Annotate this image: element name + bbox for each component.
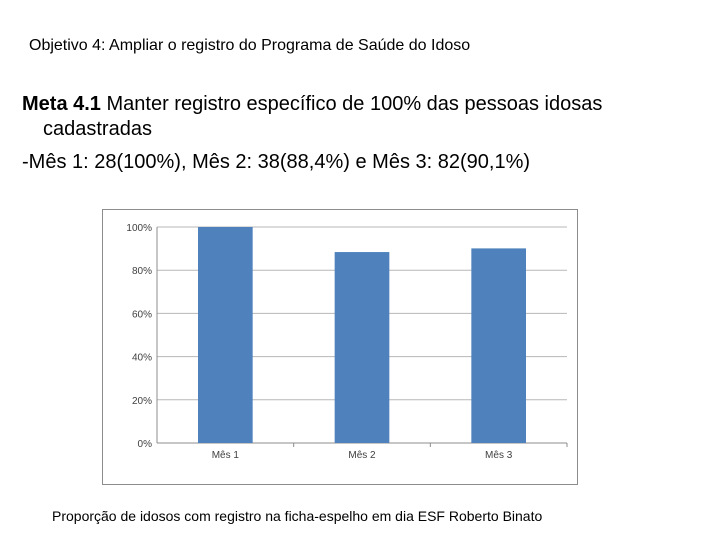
meta-line-1: Meta 4.1 Manter registro específico de 1… bbox=[22, 92, 682, 117]
bar bbox=[198, 227, 253, 443]
chart-caption: Proporção de idosos com registro na fich… bbox=[52, 508, 543, 524]
bar-chart: 0% 20% 40% 60% 80% 100% Mês 1 Mês 2 Mês 3 bbox=[102, 209, 578, 485]
meta-label: Meta 4.1 bbox=[22, 93, 101, 115]
objective-heading: Objetivo 4: Ampliar o registro do Progra… bbox=[29, 37, 471, 54]
y-tick-label: 20% bbox=[132, 396, 152, 407]
x-tick-label: Mês 2 bbox=[348, 450, 376, 461]
meta-block: Meta 4.1 Manter registro específico de 1… bbox=[22, 92, 682, 175]
bar bbox=[334, 252, 390, 443]
bar bbox=[471, 248, 526, 443]
chart-plot: 0% 20% 40% 60% 80% 100% Mês 1 Mês 2 Mês 3 bbox=[126, 223, 568, 461]
x-tick-label: Mês 3 bbox=[485, 450, 513, 461]
y-tick-label: 0% bbox=[138, 439, 153, 450]
meta-text-2: cadastradas bbox=[43, 118, 152, 140]
y-tick-label: 100% bbox=[126, 223, 152, 234]
x-tick-label: Mês 1 bbox=[212, 450, 240, 461]
meta-text-1: Manter registro específico de 100% das p… bbox=[100, 93, 603, 115]
y-tick-label: 40% bbox=[132, 353, 152, 364]
y-tick-label: 80% bbox=[132, 266, 152, 277]
meta-months-line: -Mês 1: 28(100%), Mês 2: 38(88,4%) e Mês… bbox=[22, 151, 531, 173]
y-tick-label: 60% bbox=[132, 309, 152, 320]
